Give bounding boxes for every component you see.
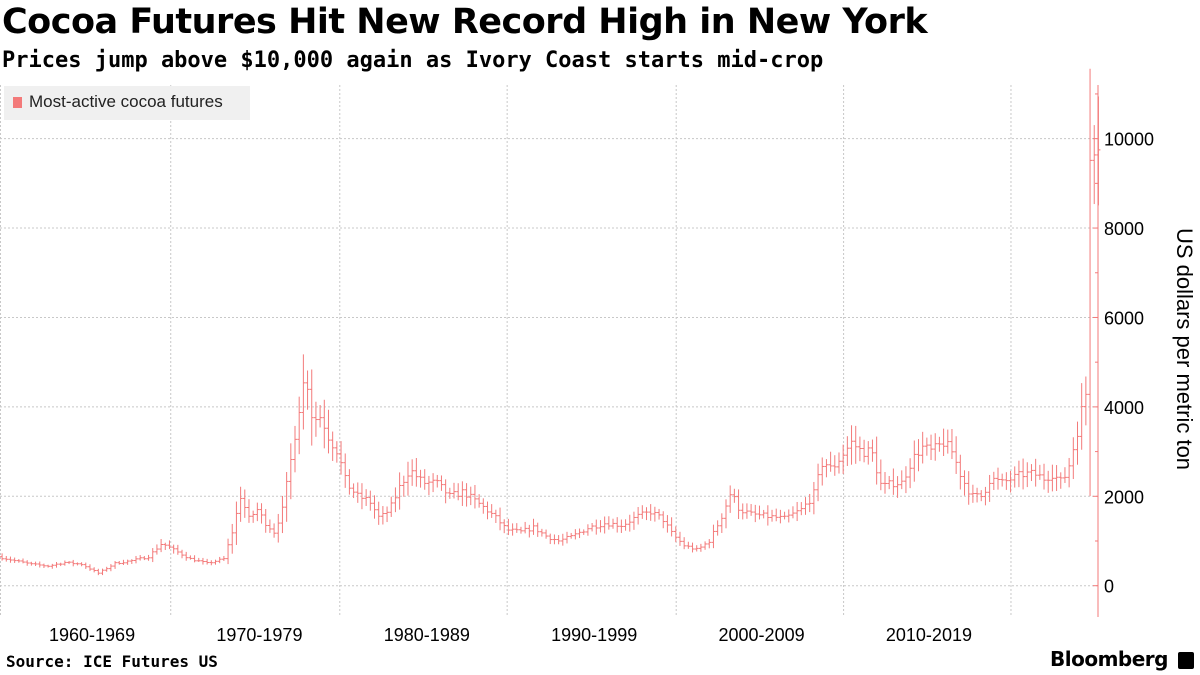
legend: Most-active cocoa futures: [4, 86, 250, 120]
x-tick-label: 1990-1999: [551, 625, 637, 645]
y-axis-label: US dollars per metric ton: [1172, 227, 1197, 471]
series-most-active-cocoa-futures: [0, 68, 1101, 576]
y-tick-label: 10000: [1104, 130, 1154, 150]
source-note: Source: ICE Futures US: [6, 652, 218, 671]
x-tick-label: 1960-1969: [49, 625, 135, 645]
x-axis: 1960-1969 1970-1979 1980-1989 1990-1999 2000…: [49, 625, 972, 645]
legend-swatch: [13, 97, 22, 108]
legend-label: Most-active cocoa futures: [29, 92, 223, 111]
y-axis: 0 2000 4000 6000 8000 10000: [1093, 85, 1154, 617]
x-tick-label: 2010-2019: [886, 625, 972, 645]
bloomberg-logo: Bloomberg: [1050, 647, 1168, 671]
y-tick-label: 8000: [1104, 219, 1144, 239]
chart-title: Cocoa Futures Hit New Record High in New…: [2, 2, 928, 42]
bloomberg-icon: [1178, 652, 1194, 669]
y-tick-label: 2000: [1104, 487, 1144, 507]
x-tick-label: 1970-1979: [216, 625, 302, 645]
grid: [0, 85, 1098, 617]
y-tick-label: 0: [1104, 577, 1114, 597]
x-tick-label: 2000-2009: [719, 625, 805, 645]
chart-subtitle: Prices jump above $10,000 again as Ivory…: [2, 48, 824, 73]
y-tick-label: 4000: [1104, 398, 1144, 418]
y-tick-label: 6000: [1104, 308, 1144, 328]
x-tick-label: 1980-1989: [384, 625, 470, 645]
